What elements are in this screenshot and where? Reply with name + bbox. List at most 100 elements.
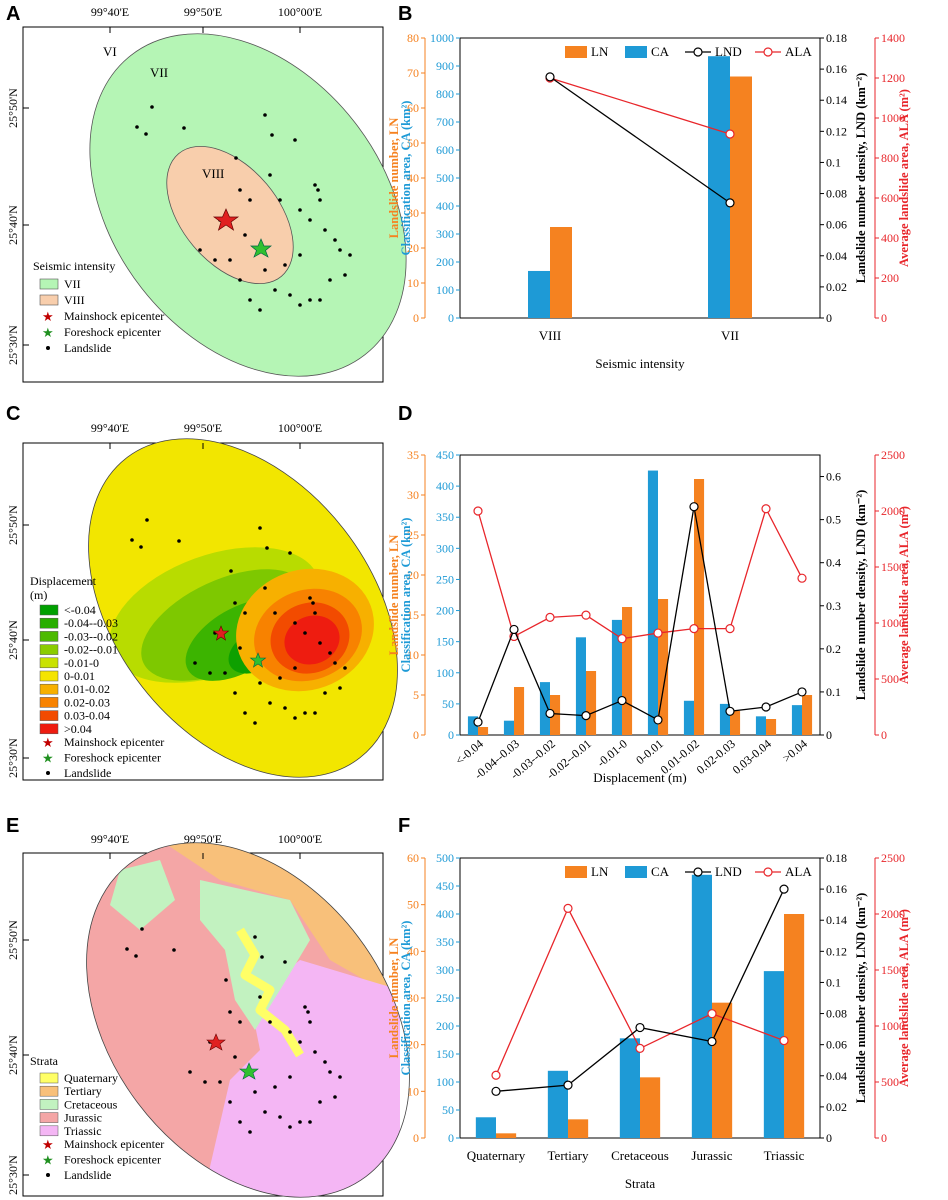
landslide-point — [293, 621, 297, 625]
mainshock-epicenter-icon — [212, 208, 240, 231]
legend-label: ALA — [785, 864, 812, 879]
landslide-point — [313, 183, 317, 187]
landslide-point — [298, 253, 302, 257]
landslide-point — [293, 666, 297, 670]
axis-label: Classification area, CA (km²) — [399, 921, 413, 1076]
landslide-point — [139, 545, 143, 549]
lat-tick-label: 25°40'N — [6, 620, 20, 660]
x-tick-label: -0.01-0 — [594, 737, 630, 770]
legend-label: <-0.04 — [64, 603, 96, 617]
point-ala — [581, 610, 591, 620]
legend-swatch — [625, 866, 647, 878]
point-lnd — [509, 624, 519, 635]
axis-tick-label: 0.6 — [826, 470, 841, 484]
landslide-point — [229, 569, 233, 573]
legend-label: LND — [715, 864, 742, 879]
bar-ln — [658, 599, 669, 735]
landslide-point — [218, 1080, 222, 1084]
landslide-point — [268, 1020, 272, 1024]
axis-tick-label: 100 — [436, 666, 454, 680]
landslide-point — [172, 948, 176, 952]
landslide-point — [316, 188, 320, 192]
point-ala — [653, 628, 663, 638]
bar-ca — [755, 716, 766, 735]
landslide-point — [238, 278, 242, 282]
line-ala — [549, 77, 731, 135]
landslide-point — [303, 711, 307, 715]
map-legend: Strata QuaternaryTertiaryCretaceousJuras… — [30, 1054, 164, 1182]
x-axis-label: Displacement (m) — [593, 770, 687, 785]
bar-ln — [640, 1077, 661, 1138]
bar-ln — [550, 227, 572, 318]
legend-label: CA — [651, 864, 670, 879]
lat-ticks: 25°50'N 25°40'N 25°30'N — [6, 505, 29, 778]
landslide-point — [224, 978, 228, 982]
axis-tick-label: 900 — [436, 59, 454, 73]
landslide-point — [243, 233, 247, 237]
axis-tick-label: 700 — [436, 115, 454, 129]
landslide-point — [260, 955, 264, 959]
axis-tick-label: 100 — [436, 1075, 454, 1089]
legend-label: Landslide — [64, 766, 111, 780]
bar-ln — [802, 695, 813, 735]
point-lnd — [563, 1080, 573, 1090]
axis-tick-label: 20 — [407, 1038, 419, 1052]
legend-label: 0-0.01 — [64, 669, 95, 683]
axis-tick-label: 300 — [436, 963, 454, 977]
point-lnd — [707, 1036, 717, 1047]
landslide-point — [265, 546, 269, 550]
legend-title: Seismic intensity — [33, 259, 115, 273]
axis-tick-label: 0 — [448, 1131, 454, 1145]
axis-tick-label: 400 — [436, 199, 454, 213]
axis-tick-label: 0 — [413, 311, 419, 325]
landslide-point — [248, 198, 252, 202]
landslide-point — [328, 651, 332, 655]
bar-ca — [539, 682, 550, 735]
legend-swatch — [39, 723, 59, 735]
foreshock-epicenter-icon — [250, 238, 272, 258]
landslide-point — [228, 1100, 232, 1104]
chart-f: F 0 10 20 30 40 50 60 Landslide number, LN 0 50 100… — [387, 815, 911, 1191]
axis-tick-label: 2500 — [881, 851, 905, 865]
axis-tick-label: 0.18 — [826, 851, 847, 865]
landslide-point — [343, 273, 347, 277]
point-lnd — [689, 502, 699, 512]
axis-tick-label: 800 — [436, 87, 454, 101]
point-lnd — [473, 717, 483, 727]
legend-label: Foreshock epicenter — [64, 751, 161, 765]
bar-ca — [719, 703, 730, 735]
axis-tick-label: 70 — [407, 66, 419, 80]
axis-tick-label: 450 — [436, 448, 454, 462]
legend-marker — [693, 867, 703, 877]
zone-label-viii: VIII — [202, 166, 224, 181]
landslide-point — [318, 198, 322, 202]
axis-tick-label: 1200 — [881, 71, 905, 85]
axis-tick-label: 0.1 — [826, 975, 841, 989]
landslide-point — [258, 995, 262, 999]
axis-label: Landslide number, LN — [387, 535, 401, 656]
landslide-points — [125, 927, 342, 1134]
landslide-point — [303, 631, 307, 635]
landslide-point — [145, 518, 149, 522]
landslide-point — [283, 960, 287, 964]
lat-tick-label: 25°40'N — [6, 205, 20, 245]
axis-label: Classification area, CA (km²) — [399, 518, 413, 673]
legend-swatch — [39, 1112, 59, 1123]
legend-label: >0.04 — [64, 722, 92, 736]
legend-swatch — [39, 644, 59, 655]
legend-label: Triassic — [64, 1124, 102, 1138]
lat-tick-label: 25°30'N — [6, 325, 20, 365]
landslide-point — [283, 263, 287, 267]
axis-tick-label: 0.06 — [826, 218, 847, 232]
axis-tick-label: 50 — [407, 898, 419, 912]
landslide-point — [311, 601, 315, 605]
axis-tick-label: 150 — [436, 1047, 454, 1061]
legend-label: Cretaceous — [64, 1097, 118, 1111]
axis-tick-label: 5 — [413, 688, 419, 702]
x-tick-label: Quaternary — [467, 1148, 526, 1163]
lon-tick-label: 99°40'E — [91, 5, 129, 19]
legend-label: 0.01-0.02 — [64, 682, 110, 696]
landslide-point — [125, 947, 129, 951]
legend-label: -0.01-0 — [64, 656, 99, 670]
point-lnd — [617, 695, 627, 706]
